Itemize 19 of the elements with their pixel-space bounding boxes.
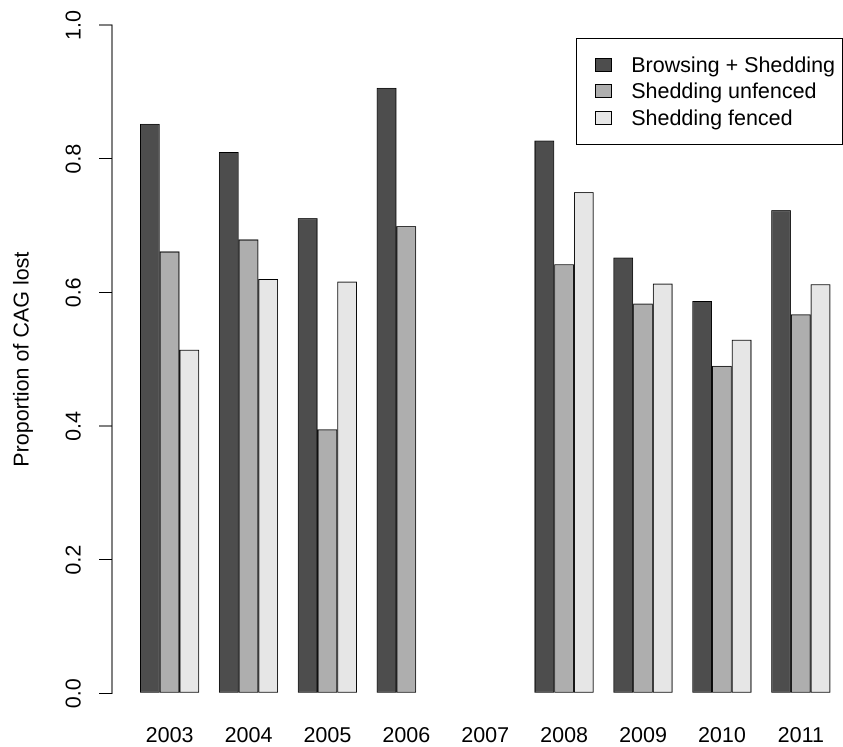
x-tick-label: 2004 [224,723,272,747]
legend-label: Browsing + Shedding [631,52,835,78]
x-tick-label: 2003 [146,723,194,747]
y-tick-label: 0.2 [61,544,86,575]
y-axis-title: Proportion of CAG lost [9,252,34,467]
x-tick-label: 2007 [461,723,510,747]
x-tick-label: 2005 [303,723,352,747]
x-tick-label: 2010 [698,723,746,747]
y-tick-label: 0.0 [61,678,86,708]
y-tick-label: 0.6 [61,277,86,308]
x-tick-label: 2006 [382,723,430,747]
y-tick-label: 0.8 [61,144,86,174]
y-tick-label: 0.4 [61,410,86,441]
x-tick-label: 2008 [540,723,588,747]
legend-label: Shedding unfenced [631,78,817,105]
x-tick-label: 2011 [778,723,824,747]
y-tick-label: 1.0 [61,10,86,40]
legend-label: Shedding fenced [631,104,793,131]
x-tick-label: 2009 [619,723,667,747]
